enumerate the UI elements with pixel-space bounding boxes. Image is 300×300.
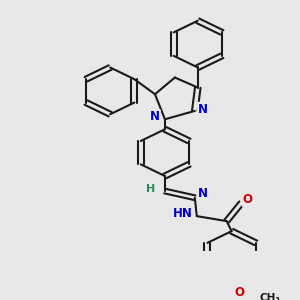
Text: O: O — [235, 286, 244, 299]
Text: O: O — [242, 193, 253, 206]
Text: N: N — [198, 103, 208, 116]
Text: HN: HN — [173, 207, 193, 220]
Text: H: H — [146, 184, 156, 194]
Text: N: N — [198, 187, 208, 200]
Text: N: N — [150, 110, 160, 123]
Text: CH₃: CH₃ — [260, 293, 280, 300]
